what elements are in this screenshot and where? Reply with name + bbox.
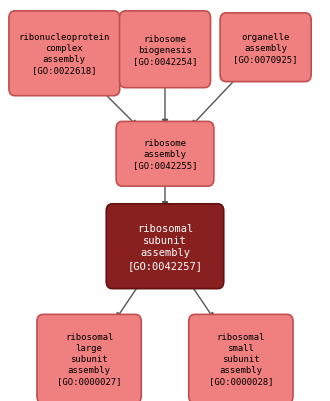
FancyBboxPatch shape bbox=[116, 122, 214, 187]
Text: ribosomal
small
subunit
assembly
[GO:0000028]: ribosomal small subunit assembly [GO:000… bbox=[209, 332, 273, 385]
Text: ribosomal
subunit
assembly
[GO:0042257]: ribosomal subunit assembly [GO:0042257] bbox=[127, 223, 203, 270]
FancyBboxPatch shape bbox=[119, 12, 211, 89]
Text: organelle
assembly
[GO:0070925]: organelle assembly [GO:0070925] bbox=[233, 32, 298, 64]
Text: ribosome
biogenesis
[GO:0042254]: ribosome biogenesis [GO:0042254] bbox=[133, 34, 197, 66]
FancyBboxPatch shape bbox=[9, 12, 120, 96]
FancyBboxPatch shape bbox=[106, 205, 224, 289]
Text: ribosome
assembly
[GO:0042255]: ribosome assembly [GO:0042255] bbox=[133, 139, 197, 170]
Text: ribonucleoprotein
complex
assembly
[GO:0022618]: ribonucleoprotein complex assembly [GO:0… bbox=[19, 33, 110, 75]
FancyBboxPatch shape bbox=[220, 14, 311, 83]
FancyBboxPatch shape bbox=[189, 314, 293, 401]
Text: ribosomal
large
subunit
assembly
[GO:0000027]: ribosomal large subunit assembly [GO:000… bbox=[57, 332, 121, 385]
FancyBboxPatch shape bbox=[37, 314, 141, 401]
